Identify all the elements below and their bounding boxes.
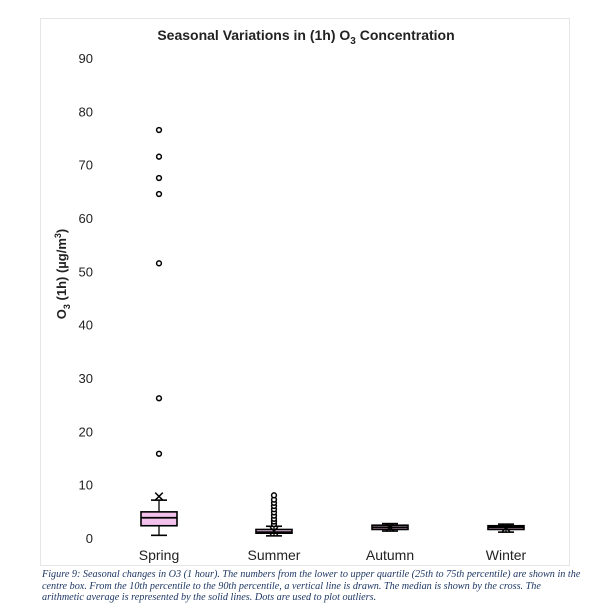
outlier-point xyxy=(155,126,163,134)
outlier-point xyxy=(155,174,163,182)
y-tick-label: 80 xyxy=(79,104,93,119)
outlier-point xyxy=(155,190,163,198)
mean-marker xyxy=(501,523,511,533)
x-axis-ticks: Spring Summer Autumn Winter xyxy=(139,547,527,563)
y-tick-label: 90 xyxy=(79,51,93,66)
y-tick-label: 50 xyxy=(79,264,93,279)
y-tick-label: 40 xyxy=(79,318,93,333)
y-tick-label: 70 xyxy=(79,158,93,173)
x-tick-label: Spring xyxy=(139,547,179,563)
box-summer xyxy=(255,492,293,537)
mean-marker xyxy=(269,526,279,536)
box-autumn xyxy=(371,522,409,532)
x-tick-label: Summer xyxy=(248,547,301,563)
y-tick-label: 10 xyxy=(79,478,93,493)
box-winter xyxy=(487,523,525,533)
outlier-point xyxy=(155,450,163,457)
outlier-point xyxy=(270,492,278,499)
iqr-box xyxy=(140,511,178,527)
y-tick-label: 20 xyxy=(79,424,93,439)
figure-caption: Figure 9: Seasonal changes in O3 (1 hour… xyxy=(42,569,581,603)
plot-marks xyxy=(140,126,525,537)
outlier-point xyxy=(155,260,163,267)
y-tick-label: 0 xyxy=(86,531,93,546)
outlier-point xyxy=(155,395,163,402)
chart-title: Seasonal Variations in (1h) O3 Concentra… xyxy=(157,27,454,47)
box-spring xyxy=(140,126,178,537)
mean-marker xyxy=(154,492,164,501)
x-tick-label: Winter xyxy=(486,547,527,563)
box-plot-chart: Seasonal Variations in (1h) O3 Concentra… xyxy=(53,27,527,563)
y-axis-label: O3 (1h) (µg/m3) xyxy=(53,229,72,319)
mean-marker xyxy=(385,523,395,532)
chart-frame: Seasonal Variations in (1h) O3 Concentra… xyxy=(40,18,570,566)
y-axis-ticks: 0 10 20 30 40 50 60 70 80 90 xyxy=(79,51,93,546)
y-tick-label: 30 xyxy=(79,371,93,386)
x-tick-label: Autumn xyxy=(366,547,414,563)
outlier-point xyxy=(155,153,163,160)
y-tick-label: 60 xyxy=(79,211,93,226)
